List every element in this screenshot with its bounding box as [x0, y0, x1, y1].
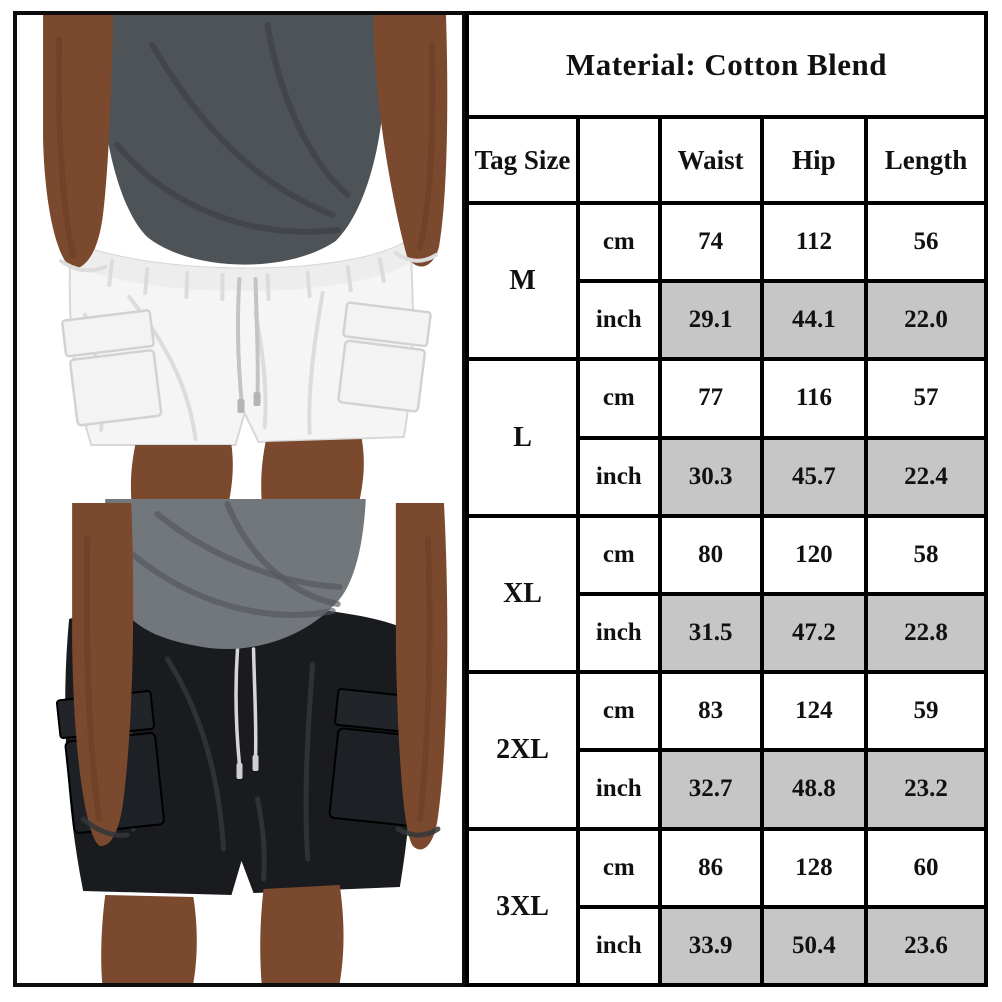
- table-row: 2XL cm 83 124 59: [464, 670, 988, 831]
- unit-l-cm: cm: [576, 357, 662, 440]
- header-waist: Waist: [657, 115, 764, 205]
- val-2xl-cm-waist: 83: [657, 670, 764, 753]
- val-xl-inch-waist: 31.5: [657, 591, 764, 675]
- val-m-inch-hip: 44.1: [759, 279, 869, 362]
- val-3xl-cm-waist: 86: [657, 826, 764, 909]
- white-shorts-illustration: [17, 15, 462, 499]
- cargo-pocket-right: [337, 301, 432, 413]
- val-m-cm-hip: 112: [759, 200, 869, 284]
- header-hip: Hip: [759, 115, 869, 205]
- model-legs: [130, 439, 364, 499]
- val-l-cm-hip: 116: [759, 357, 869, 440]
- val-2xl-cm-length: 59: [864, 670, 988, 753]
- black-shorts-illustration: [17, 499, 462, 983]
- table-row: 3XL cm 86 128 60: [464, 826, 988, 987]
- val-m-inch-waist: 29.1: [657, 279, 764, 362]
- header-tag-size: Tag Size: [464, 115, 581, 205]
- unit-l-inch: inch: [576, 435, 662, 518]
- cargo-shorts-white: [61, 237, 432, 446]
- unit-xl-inch: inch: [576, 591, 662, 675]
- product-photos-panel: [13, 11, 466, 987]
- unit-xl-cm: cm: [576, 513, 662, 596]
- drawstring: [234, 647, 259, 779]
- val-3xl-cm-length: 60: [864, 826, 988, 909]
- drawstring: [236, 277, 261, 413]
- elastic-waistband: [71, 239, 410, 291]
- model-tshirt-light: [105, 499, 366, 649]
- pocket-opening-right: [393, 251, 438, 263]
- val-2xl-inch-length: 23.2: [864, 748, 988, 831]
- val-m-inch-length: 22.0: [864, 279, 988, 362]
- model-tshirt-dark: [101, 15, 385, 265]
- model-legs: [101, 885, 344, 983]
- table-row: XL cm 80 120 58: [464, 513, 988, 675]
- model-arms: [43, 15, 448, 273]
- size-cell-l: L: [464, 357, 581, 518]
- cargo-pocket-left: [61, 309, 163, 427]
- table-row: inch 30.3 45.7 22.4: [467, 435, 988, 518]
- unit-m-inch: inch: [576, 279, 662, 362]
- val-l-cm-waist: 77: [657, 357, 764, 440]
- table-row: L cm 77 116 57: [464, 357, 988, 518]
- val-3xl-inch-length: 23.6: [864, 904, 988, 988]
- val-m-cm-length: 56: [864, 200, 988, 284]
- val-xl-inch-hip: 47.2: [759, 591, 869, 675]
- pocket-opening-right: [395, 826, 441, 838]
- table-row: inch 31.5 47.2 22.8: [467, 591, 988, 675]
- size-chart-title: Material: Cotton Blend: [465, 11, 988, 119]
- waistband-gathers: [107, 257, 386, 301]
- header-length: Length: [864, 115, 988, 205]
- val-3xl-inch-hip: 50.4: [759, 904, 869, 988]
- table-row: inch 32.7 48.8 23.2: [467, 748, 988, 831]
- table-row: M cm 74 112 56: [464, 200, 988, 362]
- unit-3xl-inch: inch: [576, 904, 662, 988]
- val-2xl-inch-hip: 48.8: [759, 748, 869, 831]
- unit-3xl-cm: cm: [576, 826, 662, 909]
- table-row: inch 29.1 44.1 22.0: [467, 279, 988, 362]
- val-l-inch-length: 22.4: [864, 435, 988, 518]
- unit-2xl-inch: inch: [576, 748, 662, 831]
- photo-black-cargo-shorts: [17, 499, 462, 983]
- size-cell-2xl: 2XL: [464, 670, 581, 831]
- size-cell-3xl: 3XL: [464, 826, 581, 987]
- size-cell-xl: XL: [464, 513, 581, 675]
- val-m-cm-waist: 74: [657, 200, 764, 284]
- size-cell-m: M: [464, 200, 581, 362]
- pocket-opening-left: [80, 816, 130, 838]
- val-xl-cm-hip: 120: [759, 513, 869, 596]
- val-xl-inch-length: 22.8: [864, 591, 988, 675]
- photo-white-cargo-shorts: [17, 15, 462, 499]
- size-chart-table: Material: Cotton Blend Tag Size Waist Hi…: [464, 11, 988, 988]
- pocket-opening-left: [59, 259, 108, 273]
- val-2xl-cm-hip: 124: [759, 670, 869, 753]
- header-unit: [576, 115, 662, 205]
- unit-m-cm: cm: [576, 200, 662, 284]
- model-arms: [72, 503, 448, 850]
- val-3xl-cm-hip: 128: [759, 826, 869, 909]
- val-l-inch-hip: 45.7: [759, 435, 869, 518]
- val-3xl-inch-waist: 33.9: [657, 904, 764, 988]
- val-xl-cm-waist: 80: [657, 513, 764, 596]
- val-l-inch-waist: 30.3: [657, 435, 764, 518]
- val-2xl-inch-waist: 32.7: [657, 748, 764, 831]
- val-xl-cm-length: 58: [864, 513, 988, 596]
- unit-2xl-cm: cm: [576, 670, 662, 753]
- table-row: inch 33.9 50.4 23.6: [467, 904, 988, 988]
- val-l-cm-length: 57: [864, 357, 988, 440]
